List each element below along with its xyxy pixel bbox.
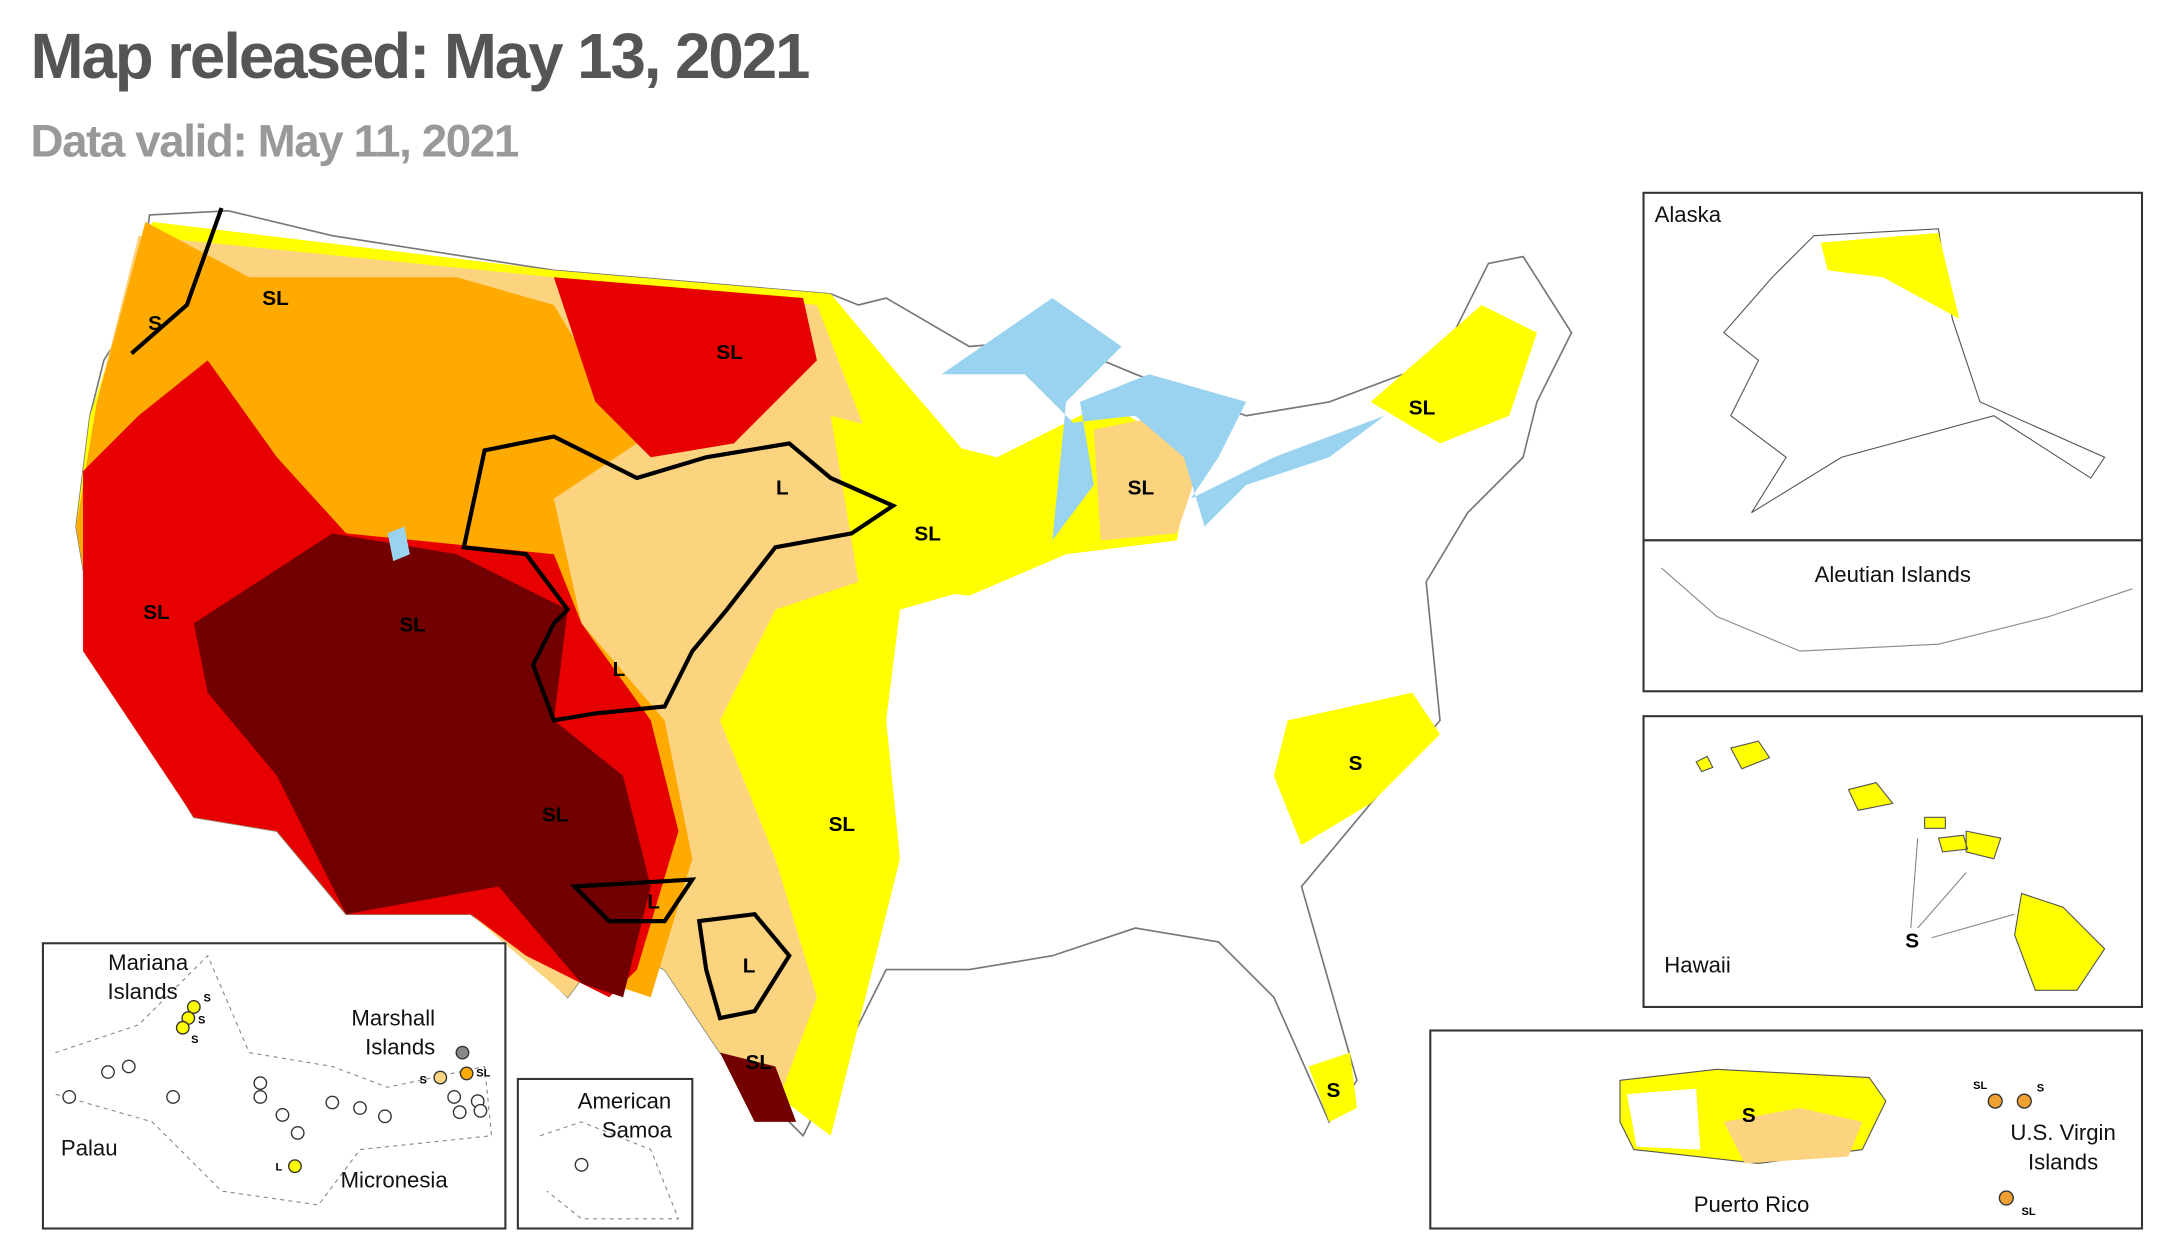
impact-label: SL — [1973, 1080, 1987, 1092]
island-marker — [288, 1159, 302, 1174]
aleutian-chain — [1661, 567, 2133, 652]
impact-labels: SL S SL L SL SL SL SL SL L S SL SL L L S… — [143, 287, 1435, 1102]
great-lakes — [941, 298, 1385, 541]
impact-label: S — [1742, 1104, 1756, 1127]
impact-label: L — [276, 1161, 283, 1173]
aleutian-box — [1642, 539, 2144, 693]
vi-marker — [2016, 1093, 2032, 1109]
d0-carolina — [1273, 692, 1440, 845]
impact-label: S — [191, 1034, 198, 1046]
vi-marker — [1987, 1093, 2003, 1109]
island-marker — [353, 1101, 367, 1115]
impact-label: SL — [746, 1051, 773, 1074]
island-marker — [455, 1045, 470, 1060]
island-marker — [459, 1066, 474, 1081]
impact-label: SL — [399, 614, 426, 637]
long-term-boundary-tx1 — [569, 877, 697, 924]
inset-label: Aleutian Islands — [1815, 562, 1971, 587]
impact-label: S — [1349, 752, 1363, 775]
impact-label: S — [204, 993, 211, 1005]
impact-label: SL — [716, 341, 743, 364]
long-term-boundary-tx2 — [696, 911, 792, 1021]
inset-label: Mariana — [108, 950, 189, 975]
d3-red-plains — [553, 277, 817, 458]
impact-label: L — [647, 891, 660, 914]
impact-label: L — [613, 658, 626, 681]
island-marker — [253, 1090, 268, 1104]
short-term-boundary — [130, 207, 224, 355]
island-marker — [574, 1157, 589, 1172]
inset-label: Hawaii — [1664, 953, 1730, 978]
samoa-box — [516, 1077, 694, 1230]
island-marker — [378, 1109, 392, 1124]
hawaii-pointer — [1910, 837, 2015, 939]
puerto-rico-white — [1626, 1088, 1701, 1150]
pacific-drought-markers — [175, 1000, 474, 1174]
impact-label: S — [148, 312, 162, 335]
inset-label: American — [578, 1088, 672, 1113]
impact-label: SL — [914, 522, 941, 545]
vi-marker — [1998, 1190, 2014, 1206]
title: Map released: May 13, 2021 — [30, 21, 809, 92]
inset-label: U.S. Virgin — [2010, 1120, 2115, 1145]
island-marker — [275, 1108, 290, 1122]
impact-label: S — [198, 1015, 205, 1027]
impact-label: SL — [1409, 396, 1436, 419]
impact-label: L — [743, 954, 756, 977]
impact-label: L — [776, 477, 789, 500]
samoa-boundary — [539, 1121, 680, 1220]
pacific-markers — [62, 1059, 488, 1140]
conus — [75, 207, 1573, 1138]
long-term-boundary-rockies — [461, 434, 898, 723]
impact-label: SL — [143, 601, 170, 624]
impact-label: SL — [2022, 1206, 2036, 1218]
hawaii-islands — [1695, 740, 2106, 991]
inset-label: Marshall — [351, 1005, 435, 1030]
inset-label: Islands — [365, 1034, 435, 1059]
island-marker — [473, 1103, 488, 1118]
island-marker — [62, 1090, 77, 1104]
island-marker — [121, 1059, 136, 1074]
island-marker — [447, 1090, 462, 1104]
impact-label: S — [1326, 1079, 1340, 1102]
d0-northeast — [1370, 304, 1537, 444]
impact-label: SL — [476, 1067, 490, 1079]
impact-label: SL — [829, 813, 856, 836]
impact-label: S — [420, 1074, 427, 1086]
d1-michigan — [1093, 415, 1198, 541]
island-marker — [253, 1076, 268, 1091]
inset-label: Puerto Rico — [1694, 1192, 1810, 1217]
impact-label: S — [2037, 1083, 2044, 1095]
alaska-drought — [1820, 232, 1960, 319]
impact-label: SL — [1128, 477, 1155, 500]
inset-label: Samoa — [602, 1117, 673, 1142]
impact-label: SL — [262, 287, 289, 310]
salt-lake — [387, 526, 410, 562]
impact-label: SL — [542, 803, 569, 826]
inset-label: Islands — [2028, 1149, 2098, 1174]
d4-darkred — [193, 533, 651, 998]
inset-label: Micronesia — [341, 1167, 449, 1192]
inset-label: Palau — [61, 1135, 118, 1160]
alaska-shape — [1723, 228, 2106, 514]
d0-florida — [1308, 1052, 1357, 1122]
puerto-rico-tan — [1723, 1108, 1863, 1164]
island-marker — [175, 1020, 190, 1035]
pacific-box — [41, 942, 507, 1230]
island-marker — [325, 1095, 340, 1110]
impact-label: S — [1905, 929, 1919, 952]
island-marker — [433, 1070, 448, 1085]
island-marker — [452, 1105, 467, 1120]
island-marker — [101, 1065, 115, 1079]
d4-darkred-tx — [720, 1052, 797, 1122]
inset-label: Alaska — [1655, 202, 1722, 227]
island-marker — [290, 1126, 305, 1140]
subtitle: Data valid: May 11, 2021 — [30, 115, 518, 166]
pacific-boundary — [55, 954, 493, 1206]
inset-label: Islands — [108, 979, 178, 1004]
island-marker — [166, 1090, 180, 1104]
island-marker — [186, 1000, 201, 1014]
